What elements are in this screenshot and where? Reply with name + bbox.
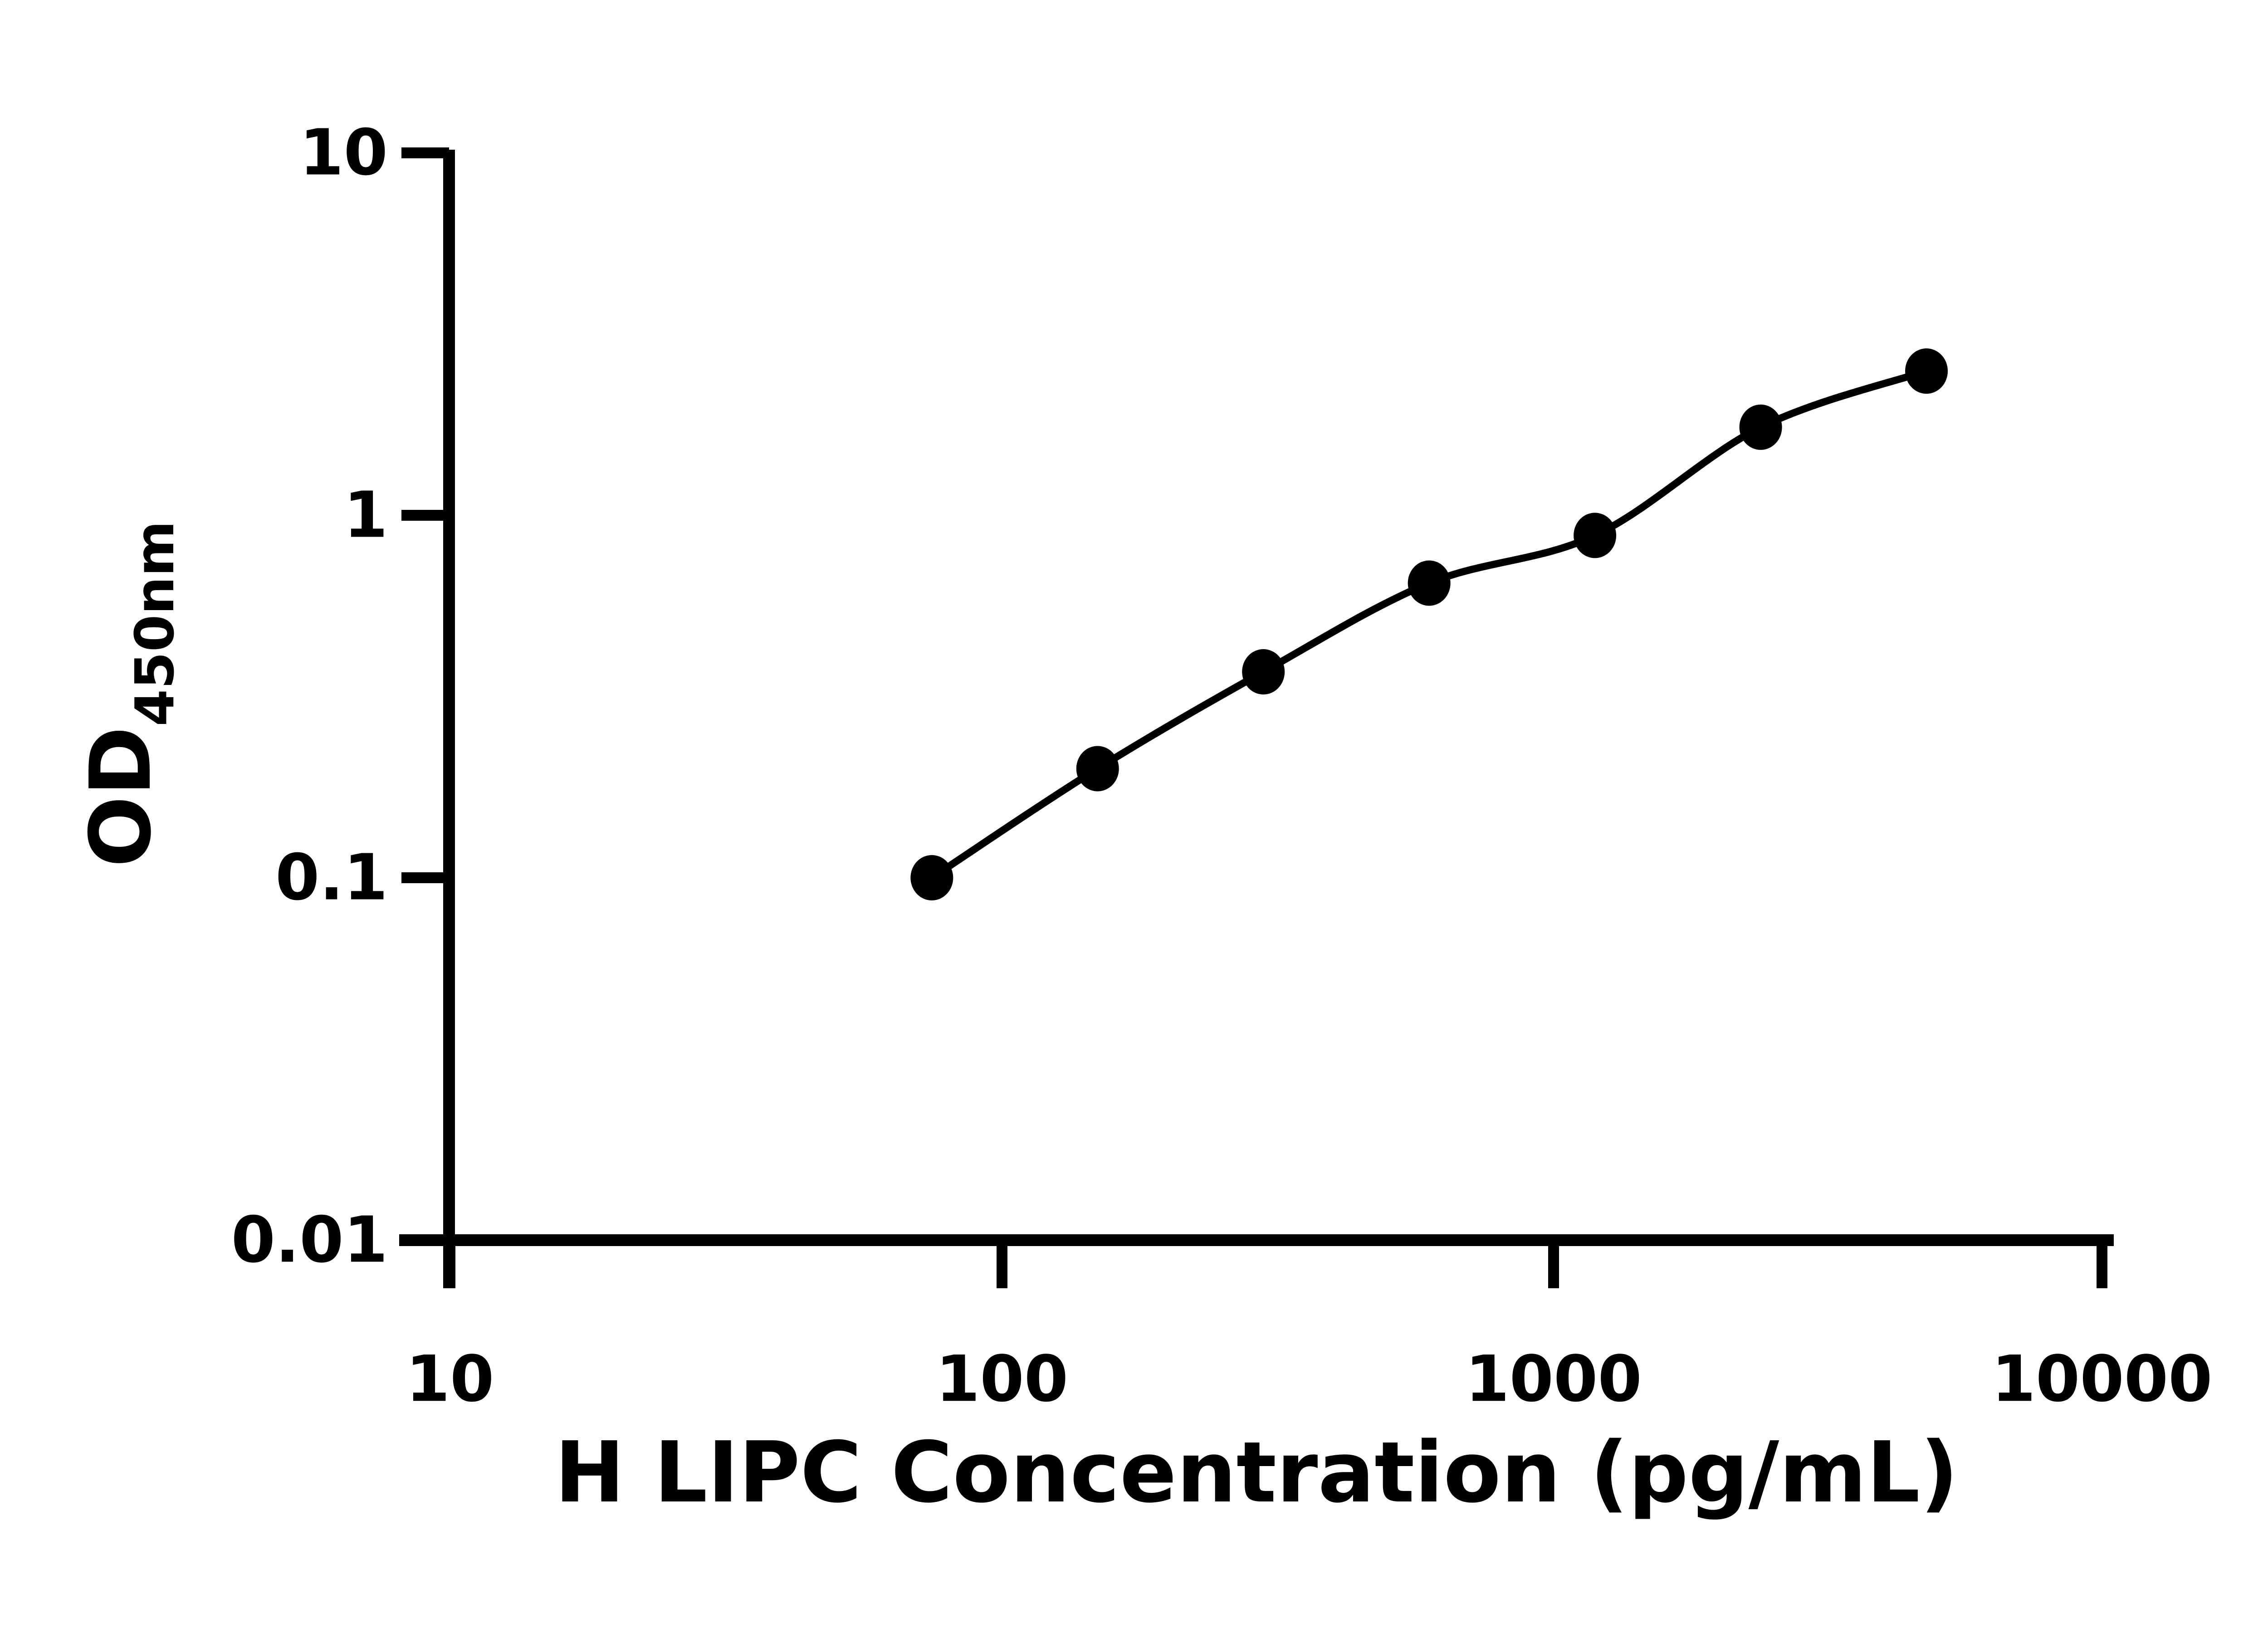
y-axis: 10 1 0.1 0.01 <box>231 116 455 1288</box>
y-tick-label-1: 1 <box>344 479 388 552</box>
y-axis-title: OD450nm <box>72 521 186 867</box>
y-axis-title-main: OD <box>72 726 170 867</box>
x-axis-title: H LIPC Concentration (pg/mL) <box>555 1423 1959 1521</box>
data-point <box>1242 649 1285 695</box>
data-point <box>910 855 953 900</box>
x-tick-label-3: 10000 <box>1991 1342 2212 1416</box>
y-axis-title-group: OD450nm <box>72 521 186 867</box>
data-point <box>1574 513 1617 558</box>
data-series <box>910 348 1948 900</box>
data-point <box>1408 560 1451 606</box>
y-tick-label-2: 0.1 <box>275 841 388 915</box>
x-tick-label-1: 100 <box>936 1342 1068 1416</box>
series-markers <box>910 348 1948 900</box>
data-point <box>1076 746 1119 792</box>
data-point <box>1905 348 1948 394</box>
y-tick-label-3: 0.01 <box>231 1203 388 1277</box>
x-axis: 10 100 1000 10000 <box>399 1234 2213 1416</box>
data-point <box>1739 404 1782 450</box>
y-tick-label-0: 10 <box>299 116 388 190</box>
x-tick-label-2: 1000 <box>1465 1342 1642 1416</box>
y-axis-title-subscript: 450nm <box>123 521 186 726</box>
x-tick-label-0: 10 <box>406 1342 494 1416</box>
